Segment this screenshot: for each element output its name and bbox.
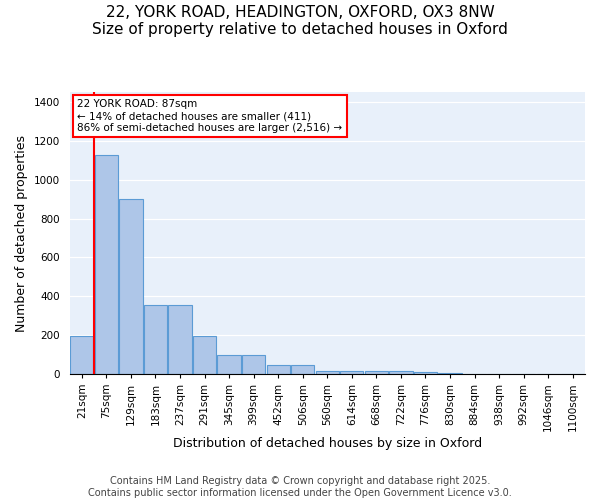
X-axis label: Distribution of detached houses by size in Oxford: Distribution of detached houses by size … bbox=[173, 437, 482, 450]
Bar bbox=[119, 199, 143, 374]
Bar bbox=[70, 336, 94, 374]
Bar bbox=[291, 365, 314, 374]
Bar bbox=[242, 356, 265, 374]
Bar bbox=[340, 371, 364, 374]
Bar bbox=[389, 371, 413, 374]
Bar bbox=[95, 154, 118, 374]
Bar bbox=[169, 305, 191, 374]
Text: 22, YORK ROAD, HEADINGTON, OXFORD, OX3 8NW
Size of property relative to detached: 22, YORK ROAD, HEADINGTON, OXFORD, OX3 8… bbox=[92, 5, 508, 38]
Bar bbox=[316, 371, 339, 374]
Bar bbox=[193, 336, 216, 374]
Text: Contains HM Land Registry data © Crown copyright and database right 2025.
Contai: Contains HM Land Registry data © Crown c… bbox=[88, 476, 512, 498]
Bar bbox=[144, 305, 167, 374]
Bar bbox=[365, 371, 388, 374]
Bar bbox=[266, 365, 290, 374]
Bar bbox=[414, 372, 437, 374]
Y-axis label: Number of detached properties: Number of detached properties bbox=[15, 134, 28, 332]
Bar bbox=[439, 373, 461, 374]
Text: 22 YORK ROAD: 87sqm
← 14% of detached houses are smaller (411)
86% of semi-detac: 22 YORK ROAD: 87sqm ← 14% of detached ho… bbox=[77, 100, 343, 132]
Bar bbox=[217, 356, 241, 374]
